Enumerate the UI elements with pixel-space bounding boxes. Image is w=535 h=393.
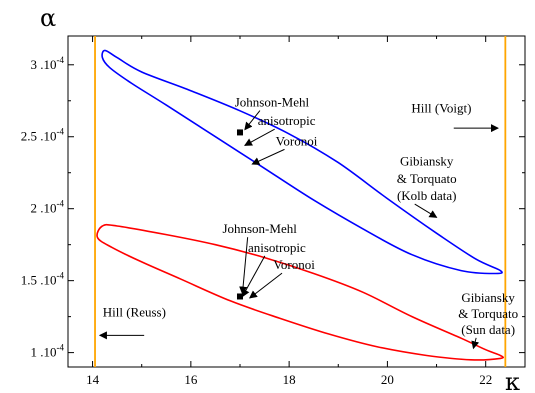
annotation-arrow-1 xyxy=(244,128,275,146)
annotation-1: anisotropic xyxy=(258,113,316,128)
annotation-arrow-7 xyxy=(239,237,249,295)
bounds-layer xyxy=(94,36,507,367)
y-tick-label-3: 2.5 .10-4 xyxy=(21,127,65,144)
annotation-arrow-0 xyxy=(244,110,261,131)
annotation-9: Voronoi xyxy=(273,257,315,272)
annotation-10: Hill (Reuss) xyxy=(103,305,166,320)
annotation-arrow-13 xyxy=(471,337,480,350)
x-tick-label-3: 20 xyxy=(381,372,394,387)
annotations-layer: Johnson-MehlanisotropicVoronoiGibiansky&… xyxy=(98,95,518,350)
y-tick-label-0: 1 .10-4 xyxy=(31,343,65,360)
annotation-8: anisotropic xyxy=(248,240,306,255)
annotation-12: & Torquato xyxy=(458,306,518,321)
y-tick-label-4: 3 .10-4 xyxy=(31,55,65,72)
x-axis: 14 16 18 20 22 xyxy=(86,36,492,387)
annotation-0: Johnson-Mehl xyxy=(235,95,310,110)
plot-frame xyxy=(67,35,526,368)
annotation-arrow-8 xyxy=(241,255,266,298)
x-axis-label: κ xyxy=(505,368,520,393)
annotation-7: Johnson-Mehl xyxy=(222,221,297,236)
annotation-6: Hill (Voigt) xyxy=(411,100,471,115)
x-tick-label-4: 22 xyxy=(479,372,492,387)
annotation-arrow-2 xyxy=(251,148,285,165)
markers-layer xyxy=(236,129,243,300)
annotation-3: Gibiansky xyxy=(400,154,454,169)
annotation-arrow-5 xyxy=(414,203,438,218)
marker-0 xyxy=(236,129,243,136)
marker-1 xyxy=(236,293,243,300)
annotation-11: Gibiansky xyxy=(461,290,515,305)
series-layer xyxy=(96,49,505,361)
y-axis: 1 .10-4 1.5 .10-4 2 .10-4 2.5 .10-4 3 .10-4 xyxy=(21,55,525,360)
annotation-4: & Torquato xyxy=(397,171,457,186)
annotation-arrow-9 xyxy=(249,272,283,299)
y-axis-label: α xyxy=(40,4,56,32)
annotation-5: (Kolb data) xyxy=(397,188,457,203)
x-tick-label-0: 14 xyxy=(86,372,100,387)
series-curve-1 xyxy=(96,223,505,361)
x-tick-label-2: 18 xyxy=(283,372,296,387)
annotation-13: (Sun data) xyxy=(461,322,515,337)
x-tick-label-1: 16 xyxy=(184,372,198,387)
y-tick-label-1: 1.5 .10-4 xyxy=(21,271,65,288)
y-tick-label-2: 2 .10-4 xyxy=(31,199,65,216)
annotation-2: Voronoi xyxy=(276,133,318,148)
series-curve-0 xyxy=(101,49,503,275)
